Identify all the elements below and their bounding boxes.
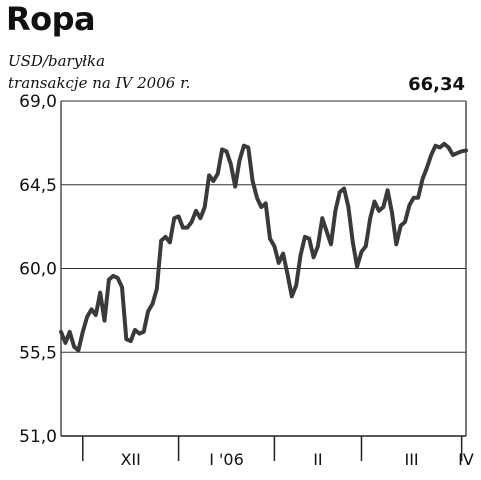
y-tick-label: 55,5 [19, 343, 57, 363]
y-tick-label: 64,5 [19, 176, 57, 196]
y-tick-label: 60,0 [19, 260, 57, 280]
x-month-label: I '06 [209, 450, 244, 469]
x-month-label: IV [458, 450, 474, 469]
series-line [59, 141, 468, 353]
subtitle-label: transakcje na IV 2006 r. [8, 74, 191, 92]
last-value-label: 66,34 [408, 74, 465, 95]
x-month-label: XII [120, 450, 140, 469]
chart-title: Ropa [6, 0, 96, 38]
x-month-label: III [404, 450, 418, 469]
y-tick-label: 69,0 [19, 92, 57, 112]
unit-label: USD/baryłka [8, 52, 106, 70]
y-tick-label: 51,0 [19, 427, 57, 447]
x-month-label: II [313, 450, 322, 469]
